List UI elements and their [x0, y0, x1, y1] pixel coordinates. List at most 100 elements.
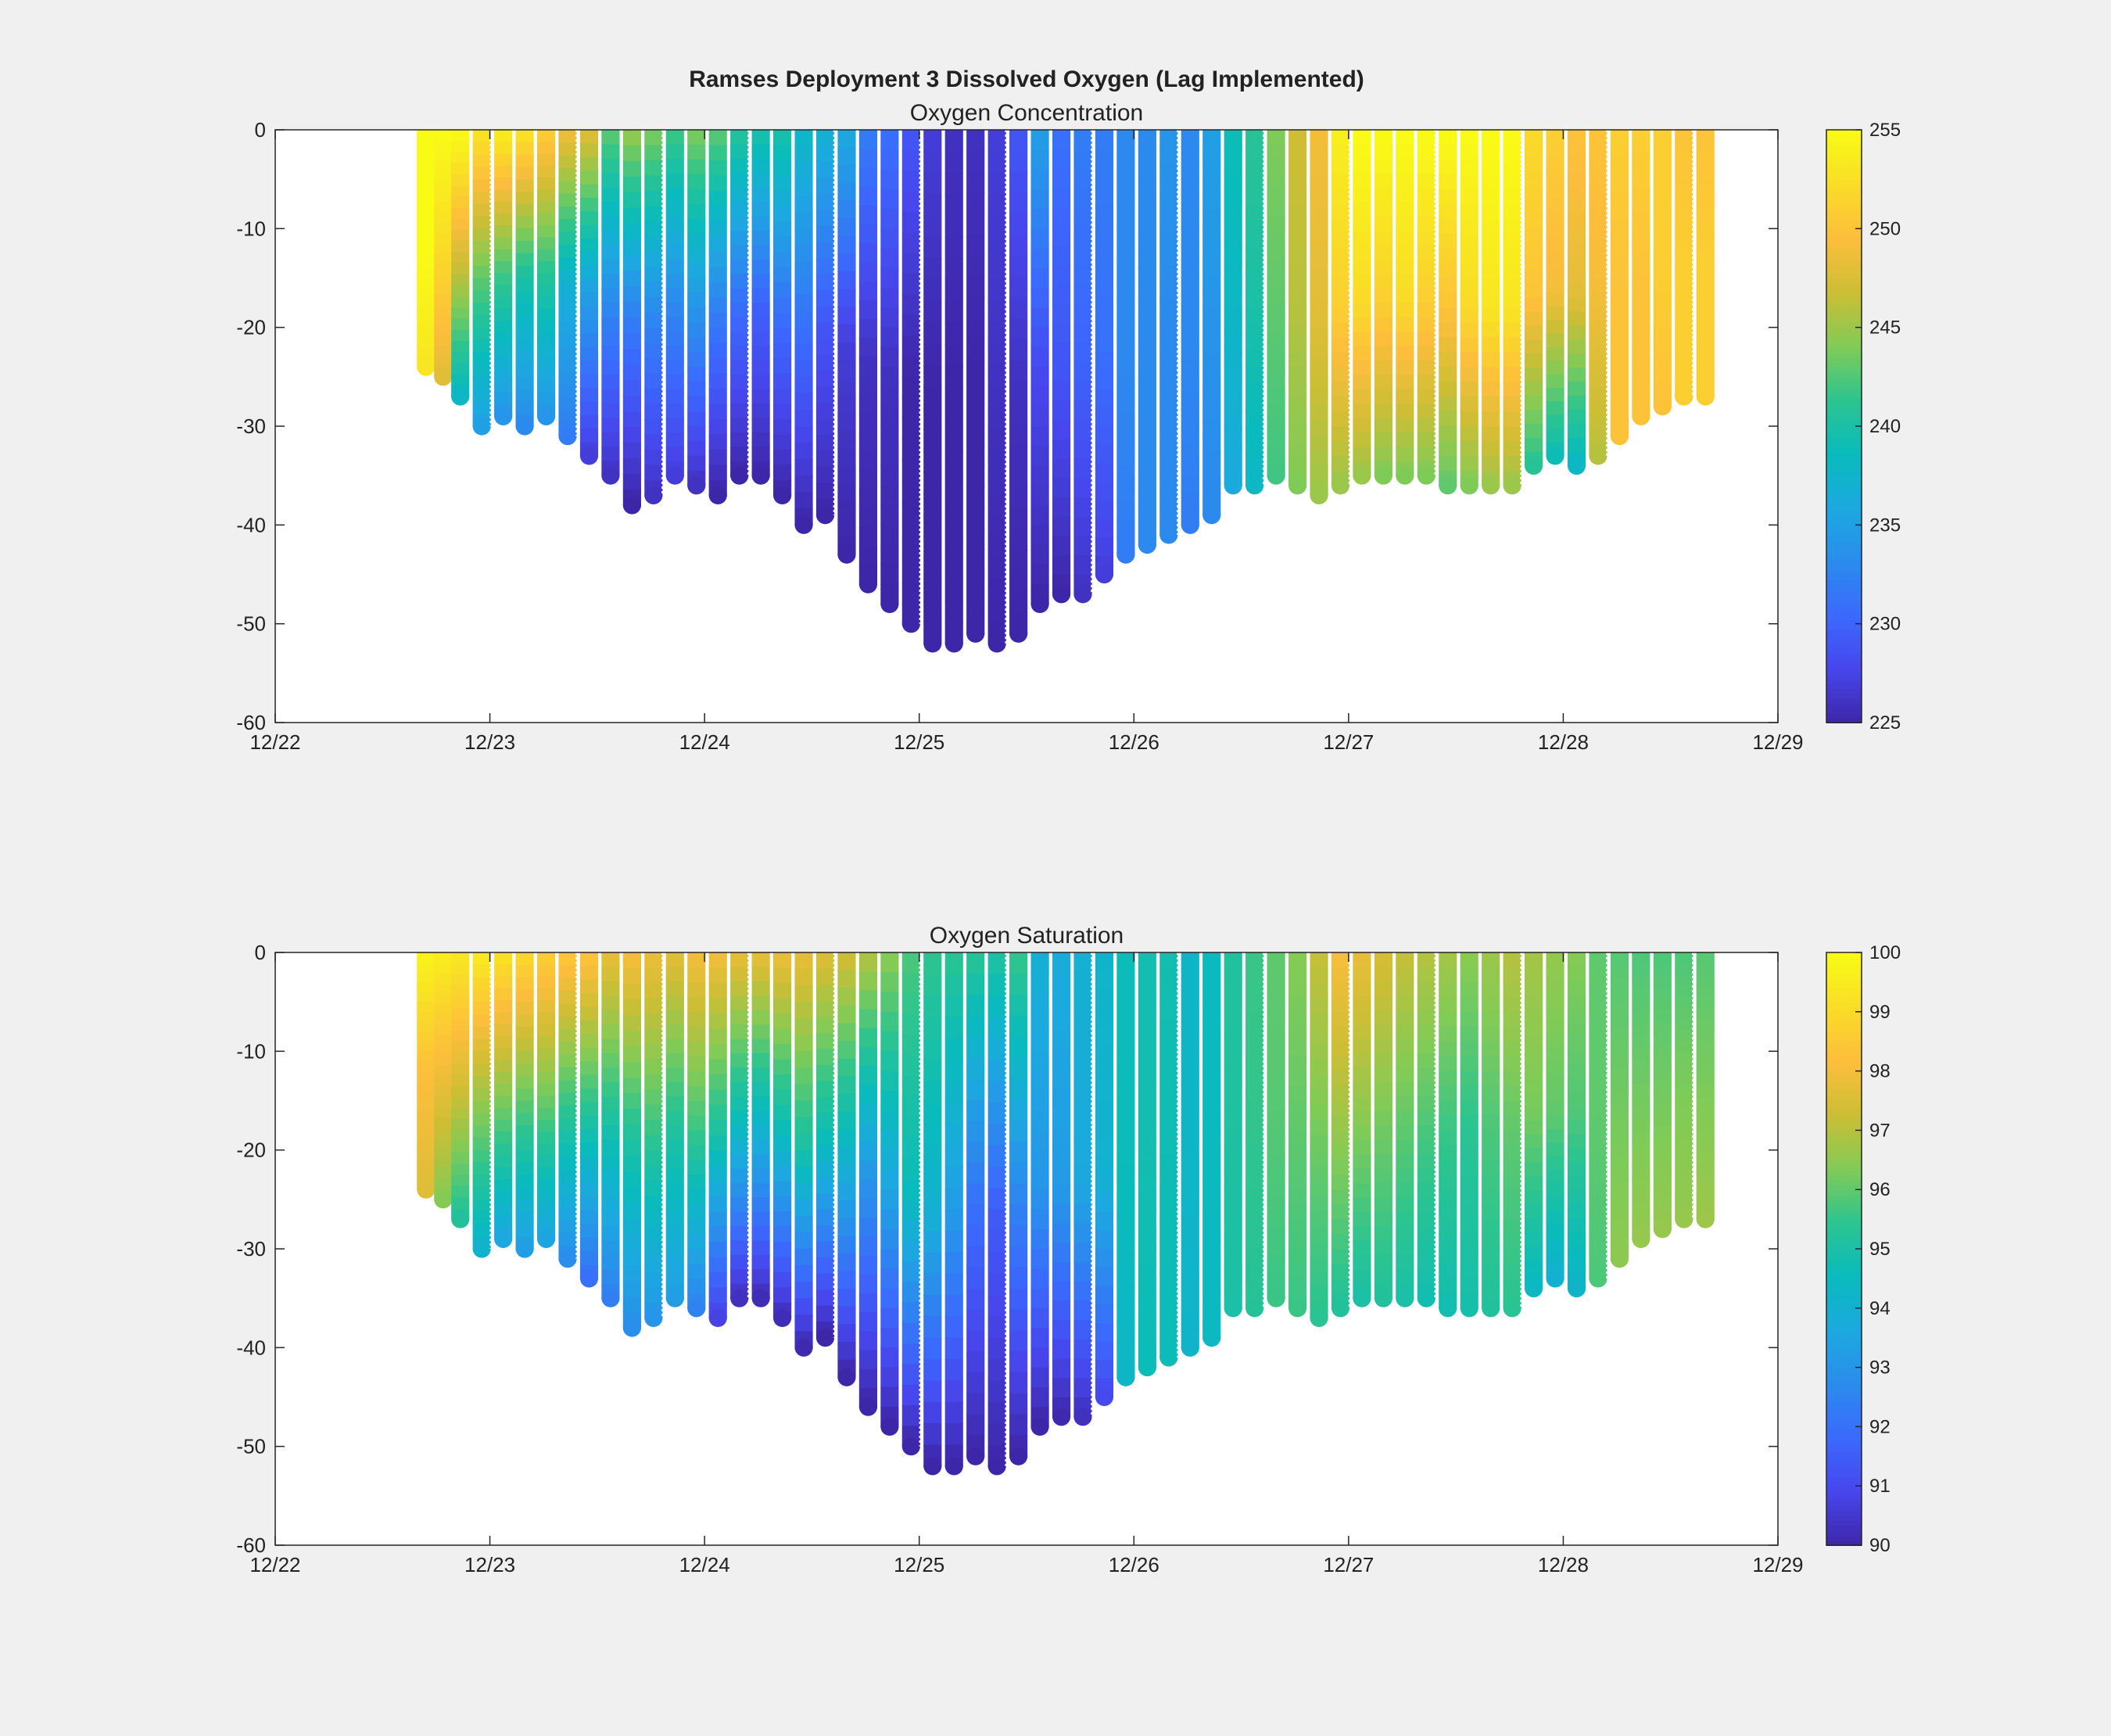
data-point — [1030, 1417, 1049, 1436]
colorbar-swatch — [1826, 1243, 1862, 1250]
data-point — [1202, 1273, 1221, 1291]
data-point — [1009, 529, 1028, 551]
data-point — [601, 288, 620, 304]
data-point — [1009, 402, 1028, 425]
data-point — [665, 375, 684, 390]
data-point — [1503, 1071, 1521, 1087]
profile-column — [1224, 952, 1242, 1318]
data-point — [923, 151, 942, 174]
concentration-scatter — [417, 130, 1715, 653]
data-point — [494, 213, 513, 227]
data-point — [1267, 1081, 1285, 1098]
data-point — [536, 1214, 556, 1228]
data-point — [1396, 447, 1414, 462]
data-point — [1331, 1115, 1350, 1132]
data-point — [687, 440, 706, 457]
data-point — [944, 493, 963, 516]
data-point — [794, 459, 813, 477]
data-point — [1116, 289, 1135, 308]
data-point — [434, 1178, 453, 1190]
data-point — [579, 401, 599, 416]
data-point — [472, 142, 491, 156]
data-point — [1567, 1078, 1586, 1093]
data-point — [773, 464, 792, 481]
data-point — [665, 1226, 684, 1242]
data-point — [579, 1034, 599, 1049]
data-point — [1310, 450, 1328, 466]
data-point — [515, 1199, 534, 1213]
data-point — [1482, 981, 1500, 998]
data-point — [536, 988, 556, 1002]
data-point — [1546, 1211, 1564, 1225]
data-point — [1460, 1026, 1478, 1042]
data-point — [1138, 371, 1156, 390]
data-point — [794, 1166, 813, 1184]
data-point — [1696, 1141, 1715, 1153]
data-point — [1052, 1029, 1071, 1050]
data-point — [1138, 536, 1156, 554]
data-point — [1116, 483, 1135, 503]
data-point — [1267, 981, 1285, 997]
data-point — [601, 1110, 620, 1127]
data-point — [1546, 292, 1564, 307]
data-point — [966, 1351, 985, 1373]
data-point — [1245, 1011, 1264, 1028]
data-point — [1653, 291, 1672, 304]
data-point — [1009, 1447, 1028, 1465]
data-point — [558, 1042, 577, 1056]
data-point — [1224, 981, 1242, 998]
data-point — [1310, 282, 1328, 299]
profile-column — [1202, 130, 1221, 525]
profile-column — [1675, 952, 1693, 1228]
colorbar-swatch — [1826, 174, 1862, 181]
colorbar-swatch — [1826, 1175, 1862, 1181]
data-point — [708, 1287, 727, 1304]
data-point — [451, 218, 470, 231]
data-point — [1138, 147, 1156, 166]
data-point — [1589, 320, 1607, 335]
data-point — [708, 1196, 727, 1213]
data-point — [1675, 1096, 1693, 1109]
data-point — [622, 239, 641, 256]
data-point — [1224, 1299, 1242, 1318]
data-point — [987, 1145, 1006, 1167]
data-point — [1009, 1351, 1028, 1373]
data-point — [1417, 173, 1435, 188]
data-point — [472, 376, 491, 390]
data-point — [515, 1075, 534, 1089]
data-point — [494, 1071, 513, 1085]
data-point — [536, 189, 556, 203]
data-point — [1460, 188, 1478, 205]
data-point — [1696, 1041, 1715, 1053]
data-point — [1632, 357, 1650, 370]
data-point — [901, 1343, 920, 1365]
data-point — [1439, 1175, 1457, 1191]
data-point — [1288, 1026, 1307, 1042]
data-point — [708, 1089, 727, 1106]
data-point — [1030, 972, 1049, 993]
data-point — [1030, 1228, 1049, 1250]
data-point — [1546, 238, 1564, 253]
data-point — [1589, 1211, 1607, 1225]
data-point — [687, 1299, 706, 1318]
data-point — [1267, 1269, 1285, 1285]
data-point — [1675, 296, 1693, 309]
data-point — [494, 1229, 513, 1248]
data-point — [1310, 404, 1328, 421]
data-point — [1159, 1205, 1178, 1224]
data-point — [944, 601, 963, 623]
data-point — [536, 1191, 556, 1204]
data-point — [944, 236, 963, 260]
data-point — [1374, 1240, 1392, 1256]
data-point — [472, 278, 491, 292]
colorbar-swatch — [1826, 712, 1862, 719]
data-point — [837, 218, 856, 237]
data-point — [794, 1282, 813, 1300]
data-point — [665, 432, 684, 448]
data-point — [1482, 1278, 1500, 1294]
data-point — [622, 1318, 641, 1337]
data-point — [966, 130, 985, 152]
data-point — [1482, 130, 1500, 145]
data-point — [1503, 1026, 1521, 1042]
data-point — [1331, 322, 1350, 339]
